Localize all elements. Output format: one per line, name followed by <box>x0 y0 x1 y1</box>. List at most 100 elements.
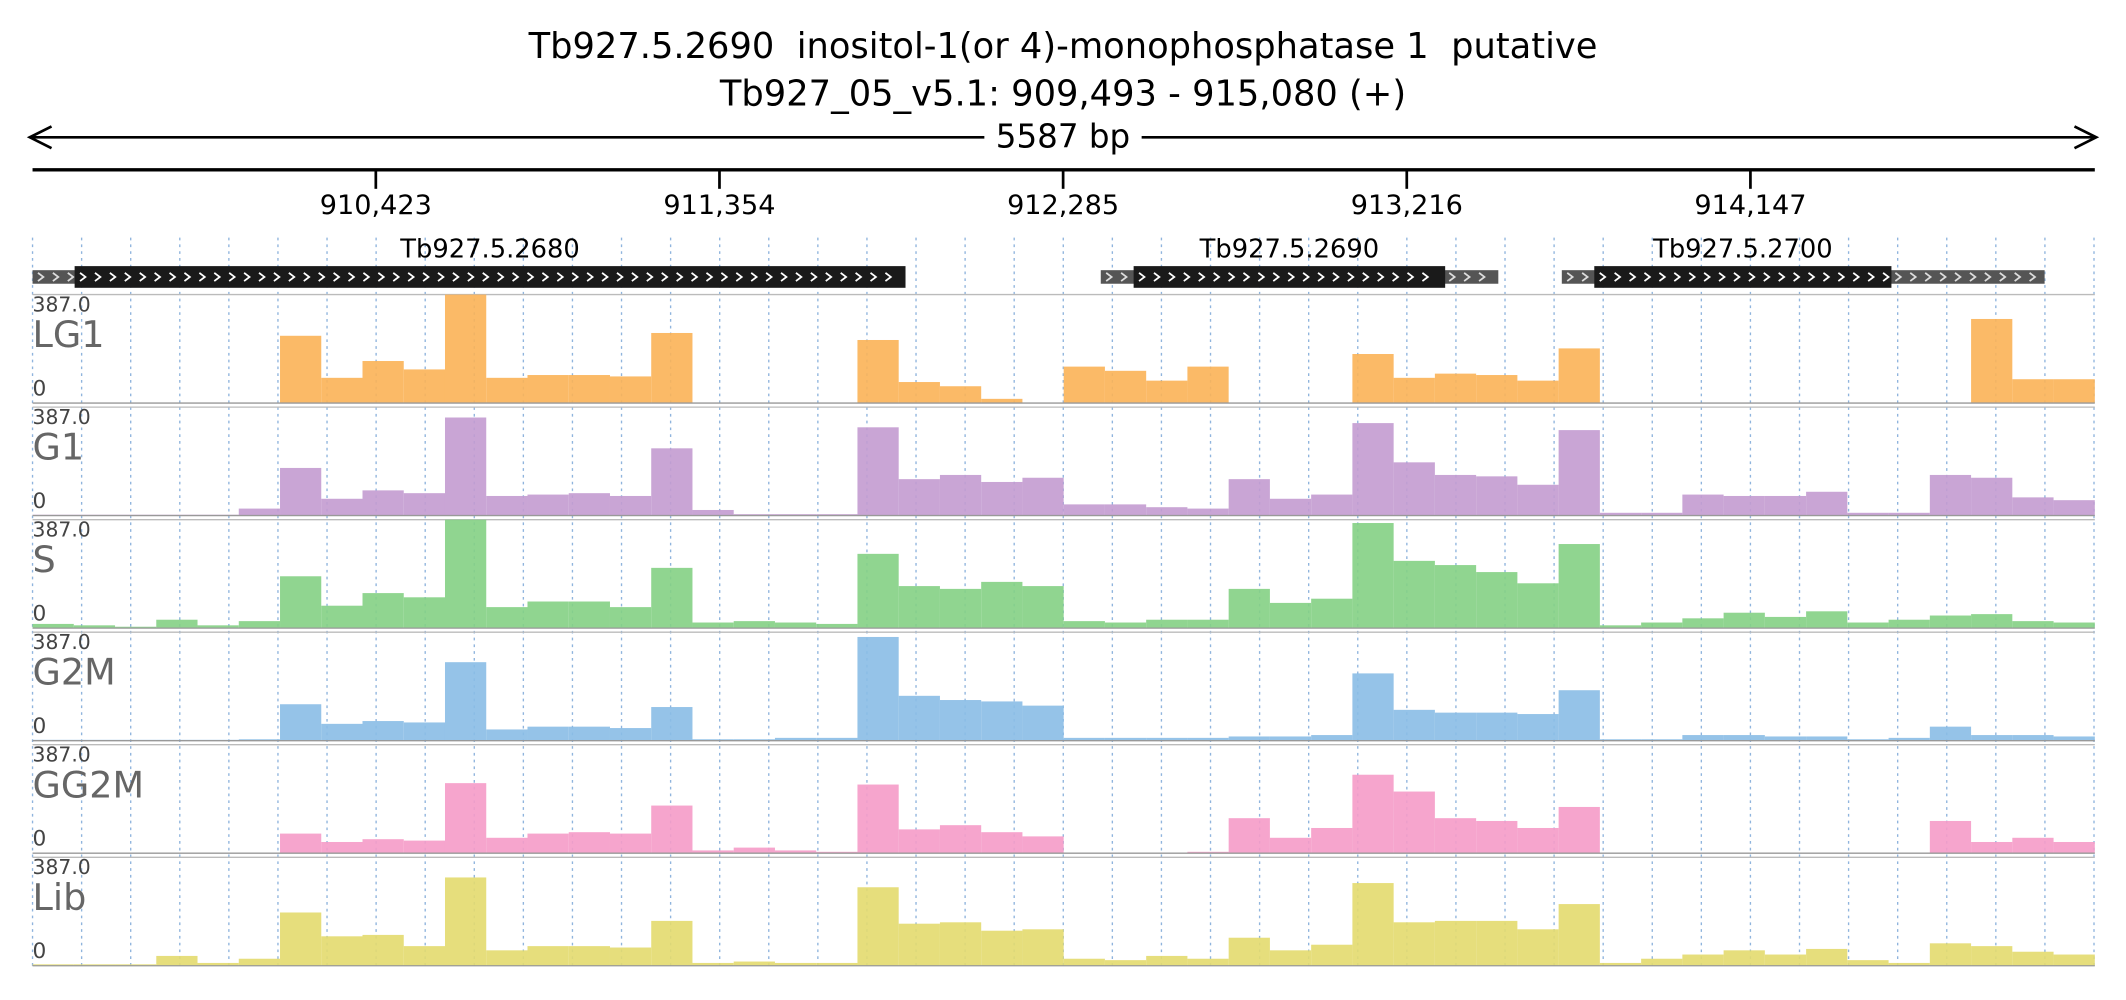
y-tick-label: 0 <box>33 602 47 627</box>
coverage-bar <box>115 964 157 966</box>
coverage-bar <box>403 597 445 629</box>
coverage-bar <box>651 920 693 966</box>
coverage-bar <box>321 498 363 516</box>
coverage-bar <box>2053 954 2095 966</box>
coverage-bar <box>981 398 1023 404</box>
coverage-bar <box>1929 726 1972 741</box>
coverage-bar <box>609 495 652 516</box>
coverage-bar <box>1393 709 1435 741</box>
x-tick-label: 913,216 <box>1351 190 1463 221</box>
coverage-bar <box>568 832 610 854</box>
coverage-bar <box>444 417 487 516</box>
coverage-bar <box>1847 512 1889 516</box>
coverage-bar <box>774 962 817 966</box>
coverage-bar <box>609 728 652 741</box>
coverage-bar <box>1599 625 1642 629</box>
coverage-bar <box>1063 366 1105 404</box>
track-label: Lib <box>33 876 87 919</box>
coverage-bar <box>2053 622 2095 629</box>
coverage-bar <box>1888 512 1930 516</box>
coverage-bar <box>1764 736 1807 741</box>
coverage-bar <box>1476 375 1518 404</box>
coverage-bar <box>1187 958 1229 966</box>
strand-chevrons <box>1138 272 1430 282</box>
coverage-bar <box>939 588 982 629</box>
coverage-bar <box>1929 943 1972 966</box>
coverage-bar <box>1682 735 1724 741</box>
y-tick-label: 387.0 <box>33 518 91 542</box>
coverage-bar <box>898 382 940 404</box>
coverage-bar <box>568 601 610 629</box>
coverage-bar <box>403 840 445 854</box>
coverage-bar <box>1022 586 1064 629</box>
coverage-bar <box>1517 380 1559 404</box>
coverage-bar <box>362 593 404 629</box>
coverage-bar <box>1104 622 1147 629</box>
track-label: S <box>33 538 56 581</box>
coverage-bar <box>1971 318 2013 404</box>
coverage-bar <box>1641 958 1683 966</box>
coverage-bar <box>1269 736 1312 741</box>
coverage-bar <box>321 841 363 854</box>
coverage-bar <box>816 737 858 741</box>
coverage-bar <box>1352 423 1394 516</box>
coverage-bar <box>1146 737 1188 741</box>
coverage-bar <box>1599 739 1642 741</box>
coverage-bar <box>692 509 734 516</box>
coverage-bar <box>1764 495 1807 516</box>
coverage-bar <box>362 721 404 741</box>
coverage-bar <box>280 912 322 966</box>
coverage-bar <box>527 375 569 404</box>
coverage-bar <box>1063 958 1105 966</box>
track-label: GG2M <box>33 763 145 806</box>
coverage-bar <box>733 847 775 854</box>
gene-cds <box>74 266 906 288</box>
coverage-bar <box>403 369 445 404</box>
coverage-bar <box>816 851 858 854</box>
coverage-bar <box>2053 841 2095 854</box>
span-label: 5587 bp <box>996 118 1130 156</box>
coverage-bar <box>1187 508 1229 516</box>
coverage-bar <box>156 955 198 966</box>
coverage-bar <box>527 726 569 741</box>
coverage-bar <box>939 825 982 854</box>
coverage-bar <box>1476 572 1518 629</box>
coverage-bar <box>1393 791 1435 854</box>
coverage-bar <box>1269 837 1312 854</box>
coverage-bar <box>1682 618 1724 629</box>
coverage-bar <box>1558 348 1600 404</box>
coverage-bar <box>1641 622 1683 629</box>
coverage-bar <box>1723 950 1765 966</box>
coverage-bar <box>898 695 940 741</box>
y-tick-label: 0 <box>33 376 47 401</box>
gene-cds <box>1594 266 1892 288</box>
coverage-bar <box>898 829 940 854</box>
coverage-bar <box>1723 495 1765 516</box>
coverage-bar <box>362 361 404 404</box>
coverage-bar <box>1104 737 1147 741</box>
coverage-bar <box>1558 690 1600 741</box>
coverage-bar <box>156 619 198 629</box>
coverage-bar <box>1929 820 1972 854</box>
coverage-bar <box>321 936 363 966</box>
coverage-bar <box>527 833 569 854</box>
coverage-bar <box>1641 512 1683 516</box>
y-tick-label: 387.0 <box>33 855 91 879</box>
coverage-bar <box>568 375 610 404</box>
coverage-bar <box>486 607 528 629</box>
coverage-bar <box>1517 484 1559 516</box>
coverage-bar <box>981 481 1023 516</box>
coverage-bar <box>1929 474 1972 516</box>
coverage-bar <box>238 958 281 966</box>
coverage-bar <box>1971 735 2013 741</box>
coverage-bar <box>651 332 693 404</box>
coverage-bar <box>1517 827 1559 854</box>
coverage-bar <box>238 739 281 741</box>
coverage-bar <box>1104 370 1147 404</box>
coverage-bar <box>1476 920 1518 966</box>
gene-label: Tb927.5.2700 <box>1652 234 1833 264</box>
coverage-bar <box>73 964 116 966</box>
coverage-bar <box>939 386 982 404</box>
coverage-bar <box>2053 500 2095 516</box>
